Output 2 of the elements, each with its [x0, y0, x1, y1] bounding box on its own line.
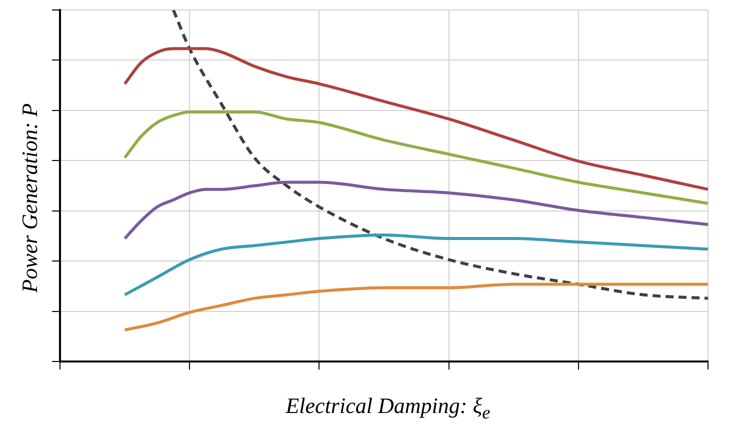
x-axis-title: Electrical Damping: ξ$_{e}$: [286, 393, 490, 424]
y-axis-title: Power Generation: P: [17, 103, 43, 293]
